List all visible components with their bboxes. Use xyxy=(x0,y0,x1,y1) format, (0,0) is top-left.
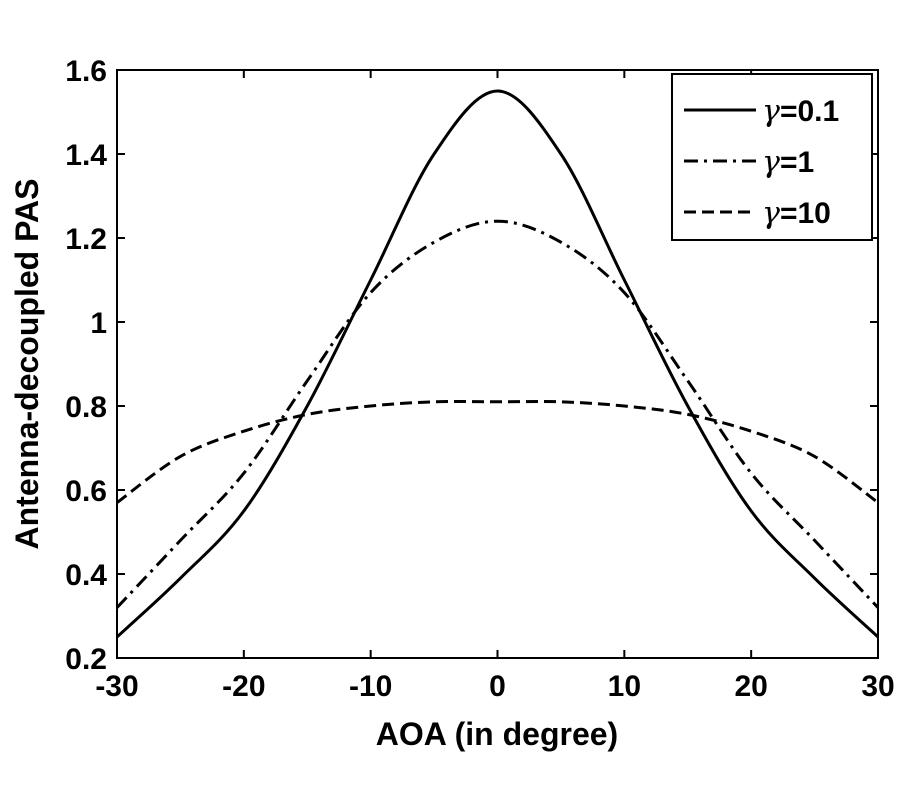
legend-label: γ=0.1 xyxy=(762,94,839,129)
legend-value: =0.1 xyxy=(780,95,839,128)
y-tick-label: 1.6 xyxy=(65,55,107,88)
x-tick-label: 20 xyxy=(734,670,767,703)
x-tick-label: -30 xyxy=(95,670,138,703)
legend-value: =10 xyxy=(780,197,831,230)
y-tick-label: 0.8 xyxy=(65,391,107,424)
series-line-1 xyxy=(115,89,880,639)
y-tick-label: 1 xyxy=(90,307,107,340)
legend: γ=0.1γ=1γ=10 xyxy=(671,73,873,241)
legend-symbol: γ xyxy=(762,145,780,180)
legend-value: =1 xyxy=(780,146,814,179)
y-tick-label: 0.6 xyxy=(65,475,107,508)
x-tick-label: 0 xyxy=(489,670,506,703)
y-axis-title: Antenna-decoupled PAS xyxy=(9,179,45,550)
x-tick-label: -10 xyxy=(349,670,392,703)
y-tick-label: 0.4 xyxy=(65,559,107,592)
x-tick-label: -20 xyxy=(222,670,265,703)
y-tick-label: 0.2 xyxy=(65,643,107,676)
series-line-2 xyxy=(115,219,880,609)
y-tick-label: 1.4 xyxy=(65,139,107,172)
x-axis-title: AOA (in degree) xyxy=(376,716,618,752)
x-tick-label: 10 xyxy=(608,670,641,703)
y-tick-label: 1.2 xyxy=(65,223,107,256)
axis-ticks: -30 -20 -10 0 10 20 30 0.2 0.4 0.6 0.8 1 1.2 1.4 1.6 xyxy=(65,55,894,703)
legend-label: γ=1 xyxy=(762,145,814,180)
legend-label: γ=10 xyxy=(762,196,831,231)
series-layer xyxy=(115,89,880,639)
legend-symbol: γ xyxy=(762,196,780,231)
series-line-3 xyxy=(116,399,879,504)
legend-symbol: γ xyxy=(762,94,780,129)
x-tick-label: 30 xyxy=(861,670,894,703)
